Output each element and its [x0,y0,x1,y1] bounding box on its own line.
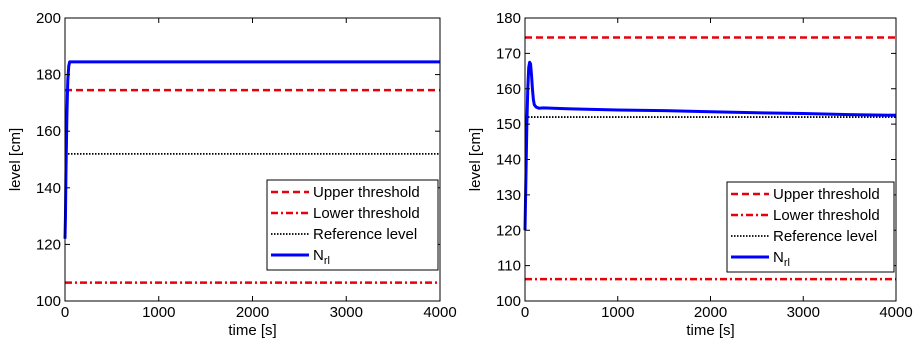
legend-label-subscript: rl [784,257,790,269]
y-tick-label: 170 [496,45,521,62]
legend-label: Upper threshold [773,186,880,203]
y-tick-label: 110 [497,258,521,275]
y-tick-label: 100 [496,293,521,310]
chart-panel-2: 0 1000 2000 3000 4000 100 110 120 130 140 150 160 17… [467,10,913,339]
x-tick-label: 0 [521,304,529,321]
x-axis-label: time [s] [228,322,276,339]
y-tick-label: 180 [36,67,61,84]
y-tick-label: 120 [496,222,521,239]
legend-label-subscript: rl [324,255,330,267]
y-tick-label: 120 [36,236,61,253]
y-tick-label: 140 [496,152,521,169]
x-axis-label: time [s] [686,322,734,339]
legend-label: Reference level [313,226,417,243]
legend-label: Upper threshold [313,184,420,201]
x-tick-label: 3000 [787,304,820,321]
y-tick-label: 160 [496,81,521,98]
y-tick-label: 180 [496,10,521,27]
y-axis-label: level [cm] [7,128,24,191]
y-tick-label: 200 [36,10,61,27]
x-tick-label: 2000 [694,304,727,321]
chart-panel-1: 0 1000 2000 3000 4000 100 120 140 160 180 200 time … [7,10,457,339]
legend: Upper threshold Lower threshold Reference … [726,181,895,273]
y-axis-label: level [cm] [467,128,484,191]
x-tick-label: 2000 [236,304,269,321]
y-tick-label: 140 [36,180,61,197]
y-tick-label: 150 [496,116,521,133]
series-line-n [523,60,897,231]
x-tick-label: 0 [61,304,69,321]
legend: Upper threshold Lower threshold Reference … [266,179,439,271]
x-tick-label: 4000 [879,304,912,321]
x-tick-label: 3000 [330,304,363,321]
x-tick-label: 1000 [142,304,175,321]
legend-label: Lower threshold [313,205,420,222]
series-line-n [63,60,440,239]
x-tick-label: 1000 [601,304,634,321]
legend-label: Reference level [773,228,877,245]
y-tick-label: 130 [496,187,521,204]
y-tick-label: 160 [36,123,61,140]
legend-label: Lower threshold [773,207,880,224]
x-tick-label: 4000 [423,304,456,321]
y-tick-label: 100 [36,293,61,310]
